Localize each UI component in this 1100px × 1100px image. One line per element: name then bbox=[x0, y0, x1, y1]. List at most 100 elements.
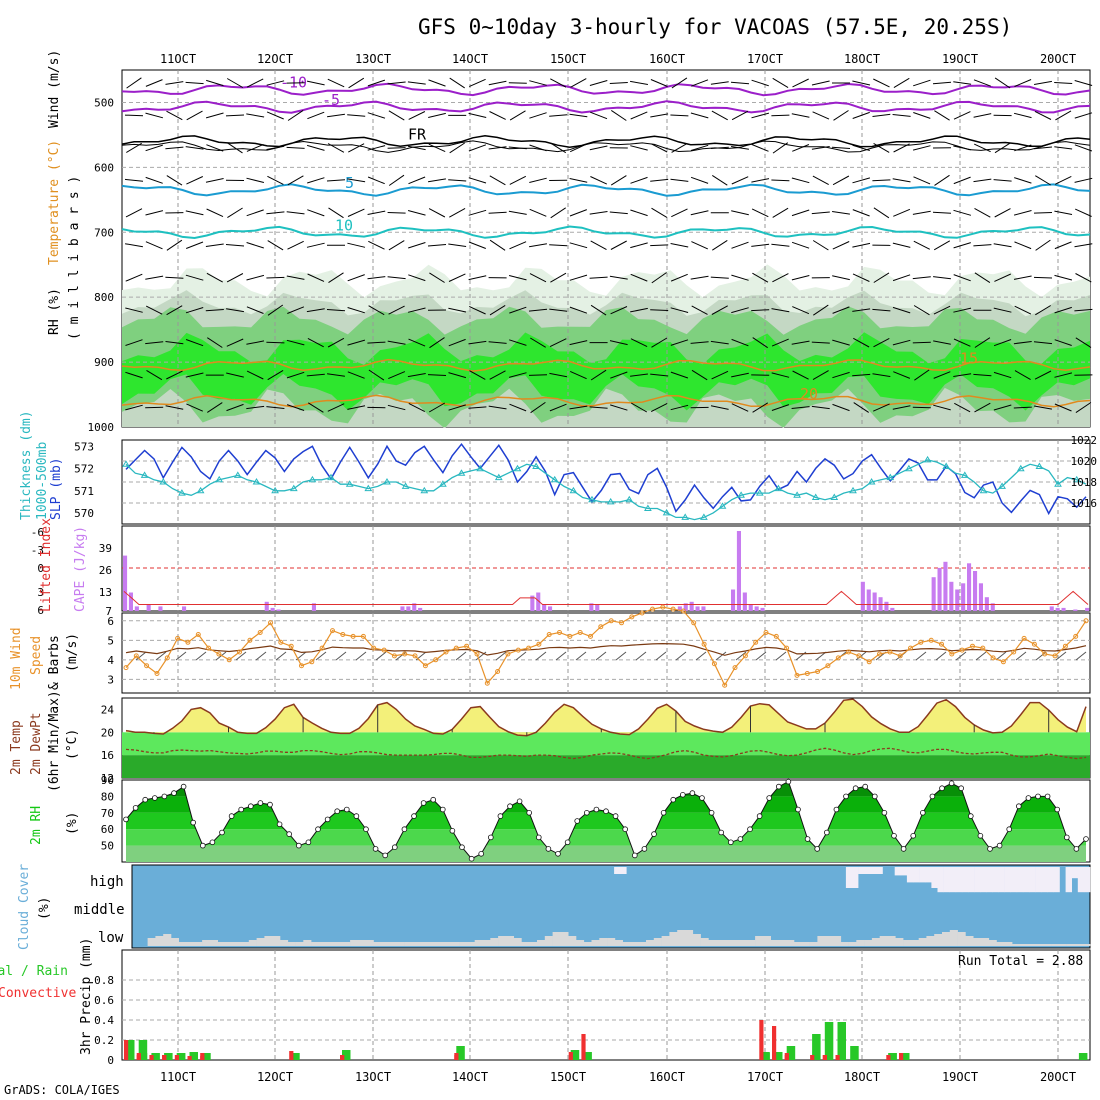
cloud-low-bar bbox=[988, 940, 997, 946]
wind-barb bbox=[550, 142, 567, 154]
wind-barb bbox=[287, 109, 304, 121]
wind-speed-point bbox=[247, 637, 253, 643]
rh-point bbox=[574, 818, 580, 824]
wind-barb bbox=[590, 111, 608, 120]
bottom-date-13OCT: 13OCT bbox=[355, 1070, 391, 1084]
cloud-high-bar bbox=[919, 867, 926, 883]
wind-barb bbox=[226, 403, 244, 412]
wind-barb bbox=[630, 307, 648, 313]
wind-barb bbox=[509, 306, 527, 314]
rh-point bbox=[929, 793, 936, 800]
precip-conv-bar bbox=[289, 1051, 294, 1060]
wind-barb bbox=[286, 371, 305, 379]
wind-barb bbox=[408, 402, 426, 413]
cloud-low-bar bbox=[607, 938, 616, 946]
precip-conv-bar bbox=[174, 1055, 179, 1060]
cloud-high-bar bbox=[894, 867, 902, 876]
wind-speed-point bbox=[237, 649, 242, 655]
wind-barbs-upper bbox=[124, 77, 1093, 414]
rh-point bbox=[1073, 846, 1080, 852]
rh-point bbox=[718, 829, 724, 836]
thickness-point bbox=[364, 484, 373, 492]
wind-barb bbox=[610, 371, 628, 379]
wind-barb bbox=[306, 144, 325, 151]
precip-conv-bar bbox=[581, 1034, 586, 1060]
surface-barb bbox=[655, 651, 667, 661]
precip-total-bar bbox=[202, 1053, 211, 1060]
wind-barb bbox=[185, 307, 204, 314]
wind-barb bbox=[650, 79, 668, 87]
wind-barb bbox=[912, 276, 931, 280]
cape-bar bbox=[128, 592, 133, 611]
wind-barb bbox=[650, 178, 669, 182]
thickness-point bbox=[383, 478, 391, 485]
isotherm-label: -5 bbox=[322, 91, 340, 109]
wind-barb bbox=[833, 110, 849, 121]
wind-barb bbox=[448, 179, 467, 182]
wind-tick-5: 5 bbox=[107, 634, 114, 647]
precip-conv-bar bbox=[835, 1055, 840, 1060]
cloud-low-bar bbox=[918, 938, 927, 946]
isotherm-label: 10 bbox=[335, 216, 353, 234]
wind-speed-point bbox=[660, 604, 666, 610]
thickness-point bbox=[178, 489, 186, 496]
wind-barb bbox=[852, 144, 870, 151]
rh-point bbox=[660, 809, 667, 816]
wind-speed-point bbox=[391, 653, 397, 659]
wind-barb bbox=[590, 240, 607, 251]
wind-barb bbox=[993, 404, 1012, 411]
rh-point bbox=[123, 816, 129, 823]
rh-tick-50: 50 bbox=[101, 840, 114, 853]
rh-point bbox=[785, 778, 792, 785]
wind-barb bbox=[690, 341, 709, 344]
wind-barb bbox=[630, 338, 648, 348]
panel-cape-ticks: -6 -3 0 3 6 39 26 13 7 bbox=[31, 526, 112, 618]
top-date-15OCT: 15OCT bbox=[550, 52, 586, 66]
p4-label-b: Speed bbox=[29, 636, 44, 675]
wind-barb bbox=[630, 111, 648, 120]
wind-barb bbox=[387, 276, 406, 280]
wind-speed-point bbox=[474, 651, 480, 657]
wind-barb bbox=[427, 374, 447, 376]
cape-bar bbox=[754, 606, 759, 611]
wind-speed-point bbox=[484, 680, 490, 686]
rh-point bbox=[967, 813, 974, 819]
precip-conv-bar bbox=[149, 1055, 154, 1060]
thickness-point bbox=[998, 482, 1006, 489]
bottom-date-15OCT: 15OCT bbox=[550, 1070, 586, 1084]
cloud-low-bar bbox=[357, 940, 366, 946]
wind-barb bbox=[1075, 402, 1092, 414]
surface-barb bbox=[195, 651, 207, 661]
top-date-20OCT: 20OCT bbox=[1040, 52, 1076, 66]
cape-bar bbox=[134, 606, 139, 611]
wind-barb bbox=[670, 243, 689, 248]
cloud-high-bar bbox=[1041, 867, 1048, 893]
wind-barb bbox=[974, 337, 991, 348]
cloud-low-bar bbox=[248, 940, 257, 946]
wind-barb bbox=[791, 209, 810, 217]
cape-bar bbox=[677, 606, 682, 611]
wind-barb bbox=[1074, 243, 1093, 248]
wind-barb bbox=[307, 177, 325, 184]
wind-barb bbox=[348, 77, 365, 89]
wind-speed-point bbox=[350, 633, 356, 639]
cloud-low-bar bbox=[1082, 944, 1091, 946]
wind-barb bbox=[427, 244, 447, 247]
wind-barb bbox=[509, 175, 527, 185]
wind-barb bbox=[710, 146, 729, 149]
wind-speed-point bbox=[567, 633, 573, 639]
cloud-low-bar bbox=[435, 942, 444, 946]
wind-speed-point bbox=[866, 659, 872, 665]
wind-barb bbox=[468, 305, 486, 315]
wind-barb bbox=[347, 339, 366, 346]
wind-barb bbox=[731, 403, 749, 412]
wind-barb bbox=[1014, 177, 1032, 184]
cloud-low-bar bbox=[256, 938, 265, 946]
wind-barb bbox=[1014, 144, 1032, 152]
wind-barb bbox=[408, 176, 426, 185]
wind-speed-point bbox=[619, 620, 624, 626]
thick-tick-571: 571 bbox=[74, 485, 94, 498]
wind-barb bbox=[872, 113, 891, 117]
precip-conv-bar bbox=[810, 1055, 815, 1060]
wind-barb bbox=[832, 339, 850, 346]
